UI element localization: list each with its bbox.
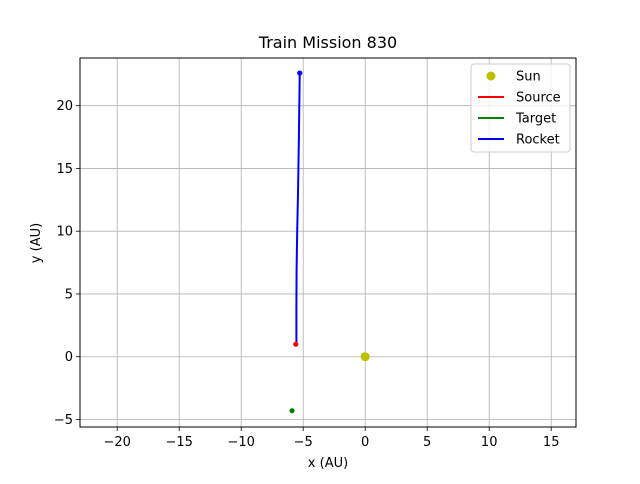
plot-frame (79, 57, 577, 428)
y-axis-ticks: −5 0 5 10 15 20 (54, 99, 80, 428)
x-tick-label: 10 (481, 435, 498, 450)
y-tick-label: 5 (65, 287, 73, 302)
legend-rocket-label: Rocket (516, 133, 560, 148)
legend-target-label: Target (515, 112, 556, 127)
chart-title: Train Mission 830 (258, 33, 397, 52)
y-tick-label: −5 (54, 413, 73, 428)
y-tick-label: 15 (56, 162, 73, 177)
y-tick-label: 20 (56, 99, 73, 114)
grid-lines (80, 58, 576, 427)
target-marker (289, 408, 295, 414)
x-tick-label: −20 (103, 435, 130, 450)
x-tick-label: −10 (227, 435, 254, 450)
x-axis-ticks: −20 −15 −10 −5 0 5 10 15 (103, 427, 559, 450)
legend-sun-marker (486, 71, 496, 81)
x-tick-label: 0 (361, 435, 369, 450)
rocket-trajectory-line (295, 72, 301, 343)
y-tick-label: 10 (56, 225, 73, 240)
y-tick-label: 0 (65, 350, 73, 365)
x-tick-label: 15 (543, 435, 560, 450)
legend-entries: Sun Source Target Rocket (478, 70, 561, 148)
points-layer (289, 70, 370, 414)
y-axis-label: y (AU) (29, 223, 44, 263)
x-tick-label: −5 (294, 435, 313, 450)
legend: Sun Source Target Rocket (470, 63, 571, 153)
legend-source-label: Source (516, 91, 561, 106)
legend-frame (470, 63, 571, 153)
rocket-marker (297, 70, 303, 76)
series-layer (295, 72, 301, 343)
x-tick-label: −15 (165, 435, 192, 450)
x-tick-label: 5 (423, 435, 431, 450)
sun-marker (360, 352, 370, 362)
x-axis-label: x (AU) (308, 456, 348, 471)
legend-sun-label: Sun (516, 70, 541, 85)
source-marker (293, 341, 299, 347)
